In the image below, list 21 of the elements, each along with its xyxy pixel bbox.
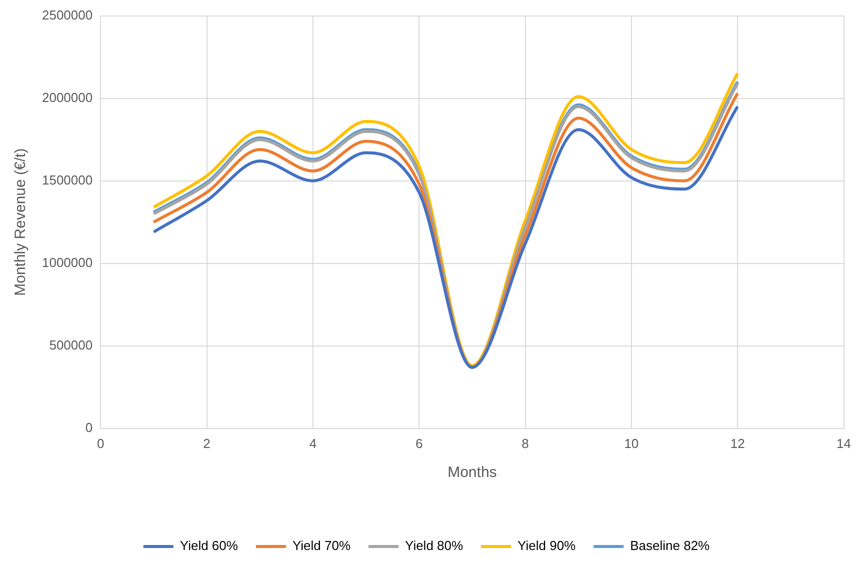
x-axis-title: Months [448, 464, 497, 482]
legend-label: Yield 60% [180, 538, 238, 554]
x-tick-label: 6 [415, 436, 423, 451]
x-tick-label: 14 [836, 436, 852, 451]
y-tick-label: 0 [85, 420, 93, 435]
x-tick-label: 0 [96, 436, 104, 451]
y-tick-label: 2000000 [42, 90, 93, 105]
y-tick-label: 500000 [49, 337, 93, 352]
legend-label: Yield 70% [292, 538, 351, 554]
legend-label: Yield 90% [518, 538, 576, 554]
x-tick-label: 12 [730, 436, 745, 451]
y-tick-label: 2500000 [42, 7, 93, 22]
x-tick-label: 10 [624, 436, 639, 451]
legend-label: Yield 80% [405, 538, 464, 554]
legend-label: Baseline 82% [630, 538, 710, 554]
y-tick-label: 1500000 [42, 172, 93, 188]
x-tick-label: 8 [522, 436, 529, 451]
x-tick-label: 2 [203, 436, 210, 451]
y-tick-label: 1000000 [42, 254, 93, 270]
y-axis-title: Monthly Revenue (€/t) [12, 148, 30, 296]
x-tick-label: 4 [309, 436, 317, 451]
